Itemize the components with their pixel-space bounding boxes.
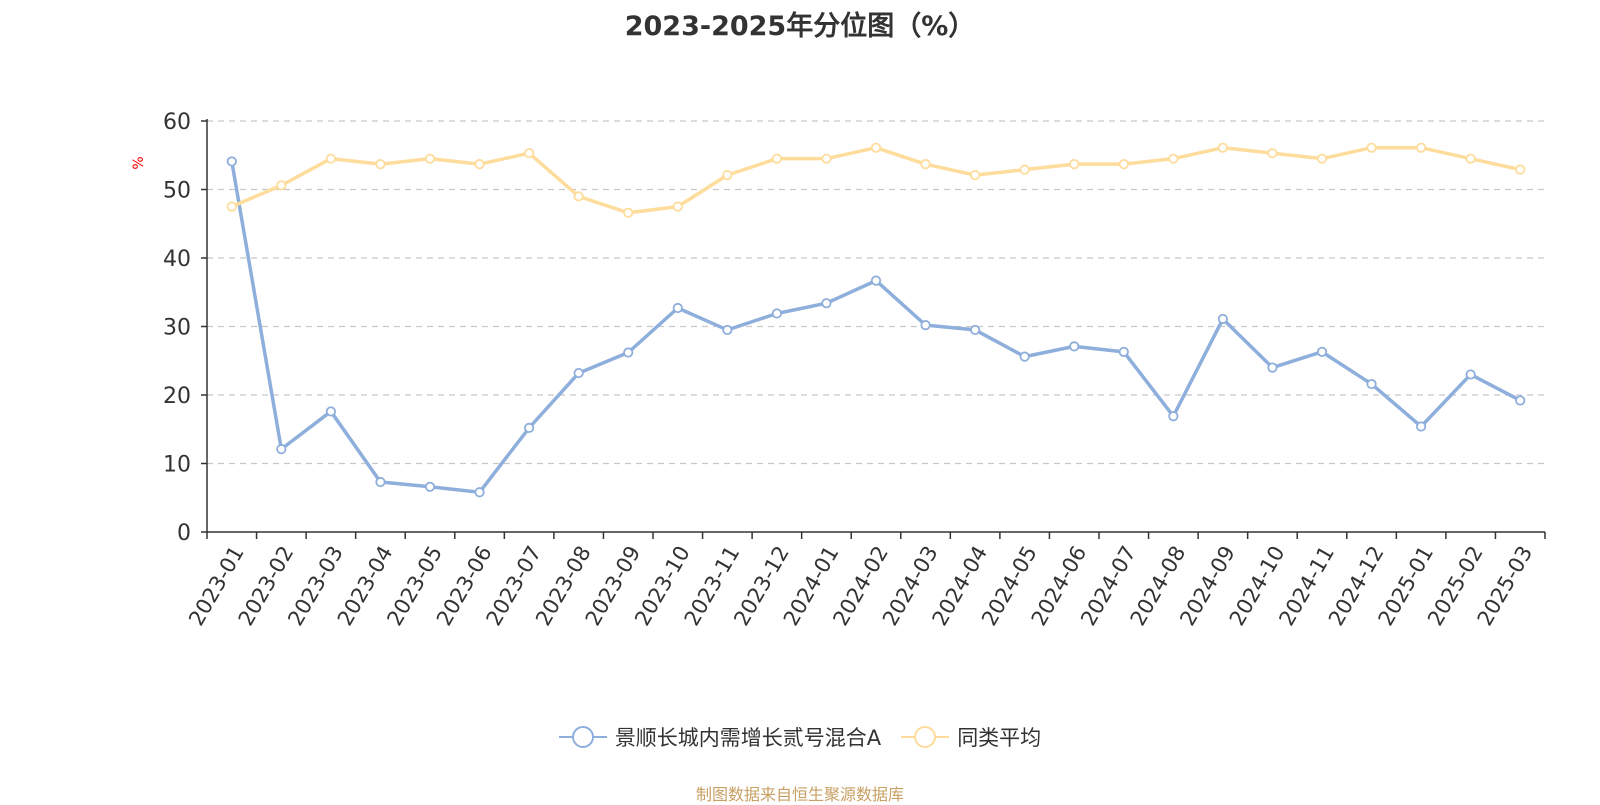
data-point-1 [1217, 142, 1228, 153]
data-point-1 [870, 142, 882, 153]
grid-lines [207, 120, 1545, 465]
data-point-1 [1168, 153, 1179, 164]
data-point-0 [524, 422, 535, 433]
data-point-1 [1465, 153, 1476, 164]
legend-marker-fund-icon [558, 726, 607, 748]
data-point-0 [821, 298, 832, 309]
data-point-1 [424, 153, 436, 164]
y-tick-label: 10 [163, 453, 191, 478]
y-tick-label: 0 [177, 521, 191, 546]
data-point-0 [870, 275, 882, 286]
data-point-1 [920, 159, 931, 170]
data-point-1 [1366, 142, 1377, 153]
data-point-0 [722, 324, 733, 336]
data-point-0 [226, 156, 237, 167]
data-point-0 [623, 347, 634, 358]
legend-label-average: 同类平均 [957, 726, 1042, 750]
chart-title: 2023-2025年分位图（%） [624, 11, 976, 42]
data-point-0 [1416, 421, 1427, 432]
data-point-1 [722, 170, 733, 181]
data-point-0 [1267, 362, 1278, 373]
data-point-0 [1019, 351, 1030, 362]
y-tick-label: 20 [163, 384, 191, 409]
y-tick-label: 40 [163, 247, 191, 272]
data-point-0 [1118, 346, 1129, 357]
data-point-1 [1069, 159, 1080, 170]
data-point-0 [1465, 369, 1476, 380]
y-tick-label: 50 [163, 179, 191, 204]
data-point-1 [771, 153, 782, 164]
source-note: 制图数据来自恒生聚源数据库 [695, 785, 904, 804]
data-point-1 [623, 207, 634, 218]
data-point-0 [325, 406, 336, 417]
data-point-0 [375, 476, 386, 488]
data-point-0 [1366, 378, 1377, 390]
data-point-0 [1316, 346, 1328, 357]
data-point-0 [474, 487, 485, 498]
data-point-1 [325, 153, 336, 164]
data-point-1 [474, 159, 485, 170]
data-point-0 [771, 308, 782, 319]
data-point-1 [672, 201, 683, 212]
data-point-0 [672, 302, 683, 314]
data-point-0 [1515, 395, 1526, 406]
y-tick-label: 30 [163, 316, 191, 341]
data-point-1 [276, 180, 287, 191]
data-point-1 [1515, 164, 1526, 175]
data-point-1 [573, 191, 584, 202]
data-point-1 [226, 201, 237, 212]
data-point-1 [1316, 153, 1328, 164]
data-point-0 [424, 481, 436, 492]
axes: 01020304050602023-012023-022023-032023-0… [163, 110, 1546, 630]
data-point-1 [1019, 164, 1030, 175]
legend-label-fund: 景顺长城内需增长贰号混合A [614, 726, 882, 750]
data-point-1 [375, 159, 386, 170]
data-point-1 [1267, 148, 1278, 159]
data-point-0 [1069, 341, 1080, 352]
data-point-1 [821, 153, 832, 164]
data-point-1 [970, 170, 981, 181]
y-axis-label: % [131, 156, 147, 169]
data-point-0 [276, 444, 287, 455]
legend-item-fund[interactable]: 景顺长城内需增长贰号混合A [558, 722, 882, 752]
y-tick-label: 60 [163, 110, 191, 135]
data-point-0 [1217, 313, 1228, 325]
data-point-1 [1118, 159, 1129, 170]
legend: 景顺长城内需增长贰号混合A 同类平均 [0, 722, 1600, 752]
data-point-1 [524, 148, 535, 159]
data-point-0 [970, 324, 981, 336]
data-point-0 [573, 367, 584, 379]
legend-item-average[interactable]: 同类平均 [901, 722, 1041, 752]
data-point-0 [1168, 411, 1179, 422]
series-group [226, 142, 1526, 498]
data-point-0 [920, 320, 931, 331]
legend-marker-average-icon [901, 726, 950, 748]
series-line-0 [230, 161, 1522, 495]
data-point-1 [1416, 142, 1427, 153]
